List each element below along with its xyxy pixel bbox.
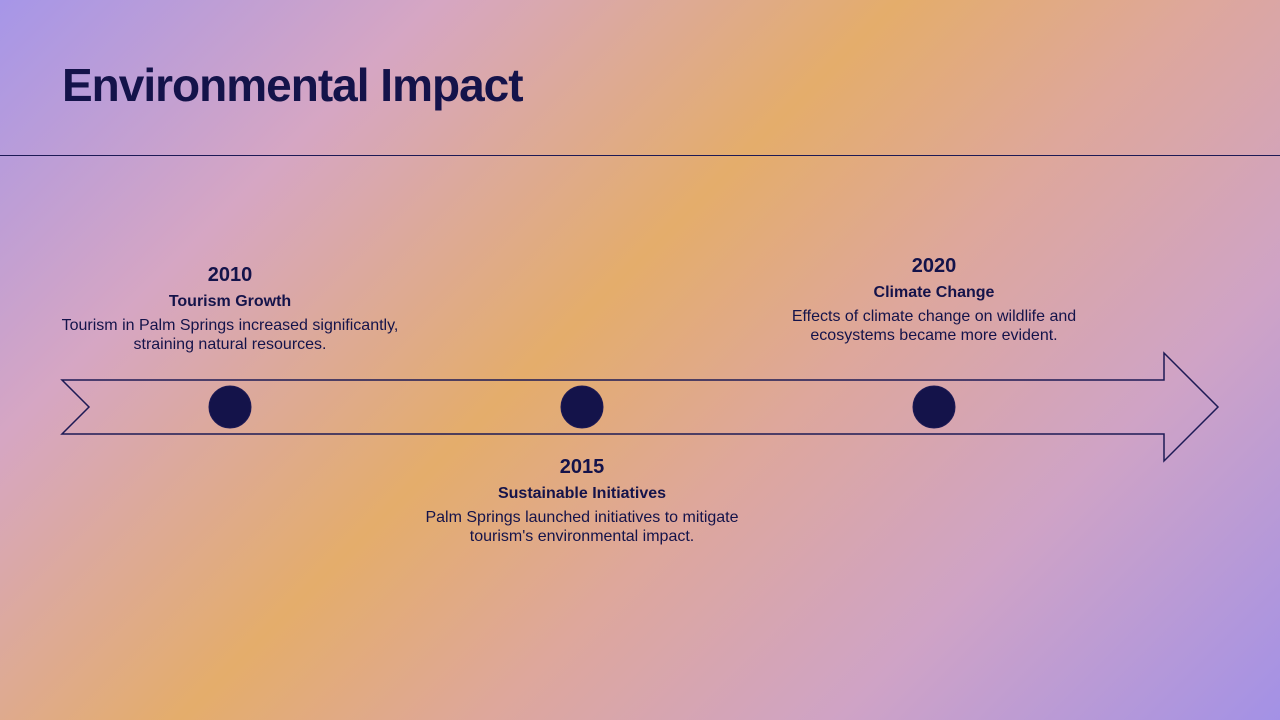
timeline-dot-2015 — [560, 385, 604, 429]
milestone-description: Palm Springs launched initiatives to mit… — [425, 509, 739, 545]
milestone-year: 2020 — [911, 255, 957, 277]
milestone-2015: 2015 Sustainable Initiatives Palm Spring… — [412, 455, 752, 546]
milestone-year: 2010 — [207, 264, 253, 286]
timeline-arrow-shape — [60, 351, 1220, 463]
milestone-heading: Climate Change — [873, 284, 995, 301]
milestone-heading: Tourism Growth — [168, 293, 292, 310]
milestone-2010: 2010 Tourism Growth Tourism in Palm Spri… — [60, 263, 400, 354]
timeline-dot-2010 — [208, 385, 252, 429]
milestone-2020: 2020 Climate Change Effects of climate c… — [764, 254, 1104, 345]
page-title: Environmental Impact — [62, 59, 524, 111]
title-divider — [0, 155, 1280, 156]
milestone-heading: Sustainable Initiatives — [497, 485, 667, 502]
milestone-description: Tourism in Palm Springs increased signif… — [61, 317, 399, 353]
milestone-description: Effects of climate change on wildlife an… — [791, 308, 1077, 344]
milestone-year: 2015 — [559, 456, 605, 478]
timeline-dot-2020 — [912, 385, 956, 429]
